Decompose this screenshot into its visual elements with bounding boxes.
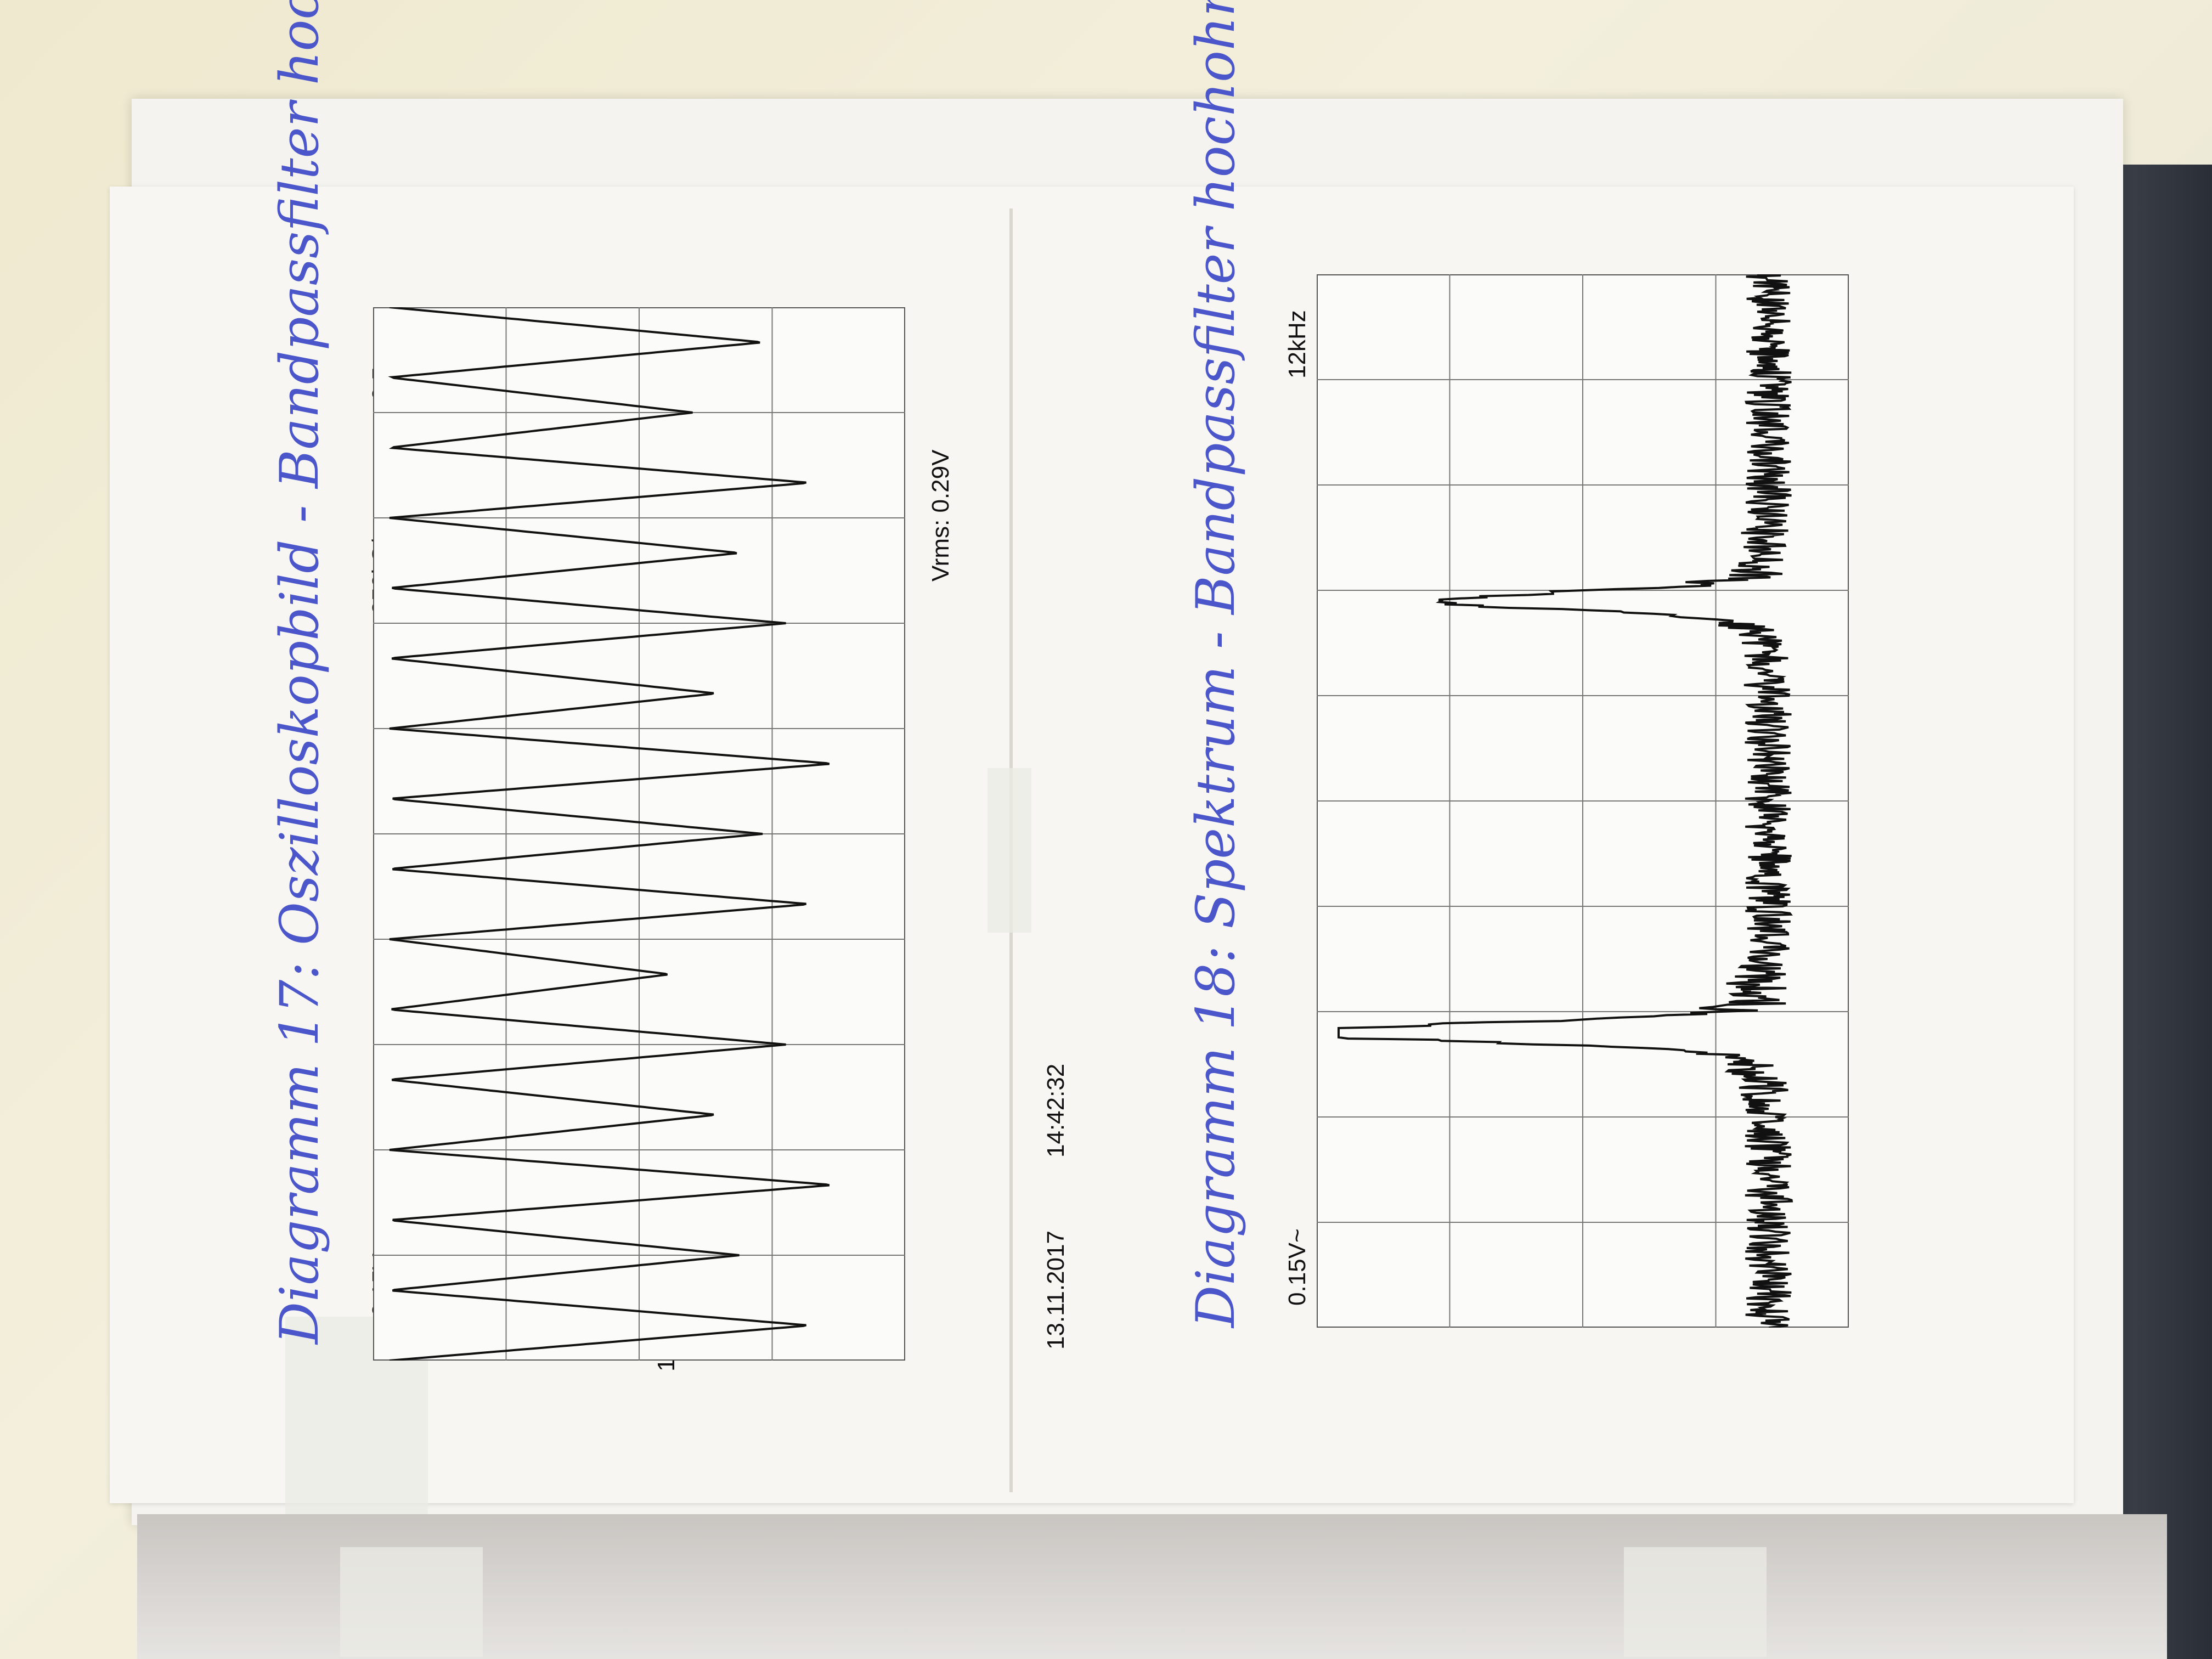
tape-strip — [988, 768, 1031, 933]
plot-grid — [373, 307, 905, 1361]
tape-strip — [1624, 1547, 1767, 1657]
page2-heading: Diagramm 18: Spektrum - Bandpassfilter h… — [1185, 0, 1246, 1328]
spectrum-line — [1338, 274, 1793, 1328]
spectrum-trace — [1338, 274, 1793, 1328]
page1-heading: Diagramm 17: Oszilloskopbild - Bandpassf… — [269, 0, 330, 1344]
waveform-line — [388, 307, 830, 1361]
page1-date: 13.11.2017 — [1042, 1231, 1069, 1350]
spectrum-plot — [1317, 274, 1849, 1328]
page2-scale-volts: 0.15V~ — [1284, 1228, 1311, 1306]
tape-strip — [340, 1547, 483, 1657]
page1-time: 14:42:32 — [1042, 1063, 1069, 1158]
waveform-trace — [388, 307, 830, 1361]
page2-freq-span: 12kHz — [1284, 310, 1311, 379]
oscilloscope-plot — [373, 307, 905, 1361]
page1-vrms: Vrms: 0.29V — [927, 449, 954, 582]
dark-fabric — [2118, 165, 2212, 1659]
